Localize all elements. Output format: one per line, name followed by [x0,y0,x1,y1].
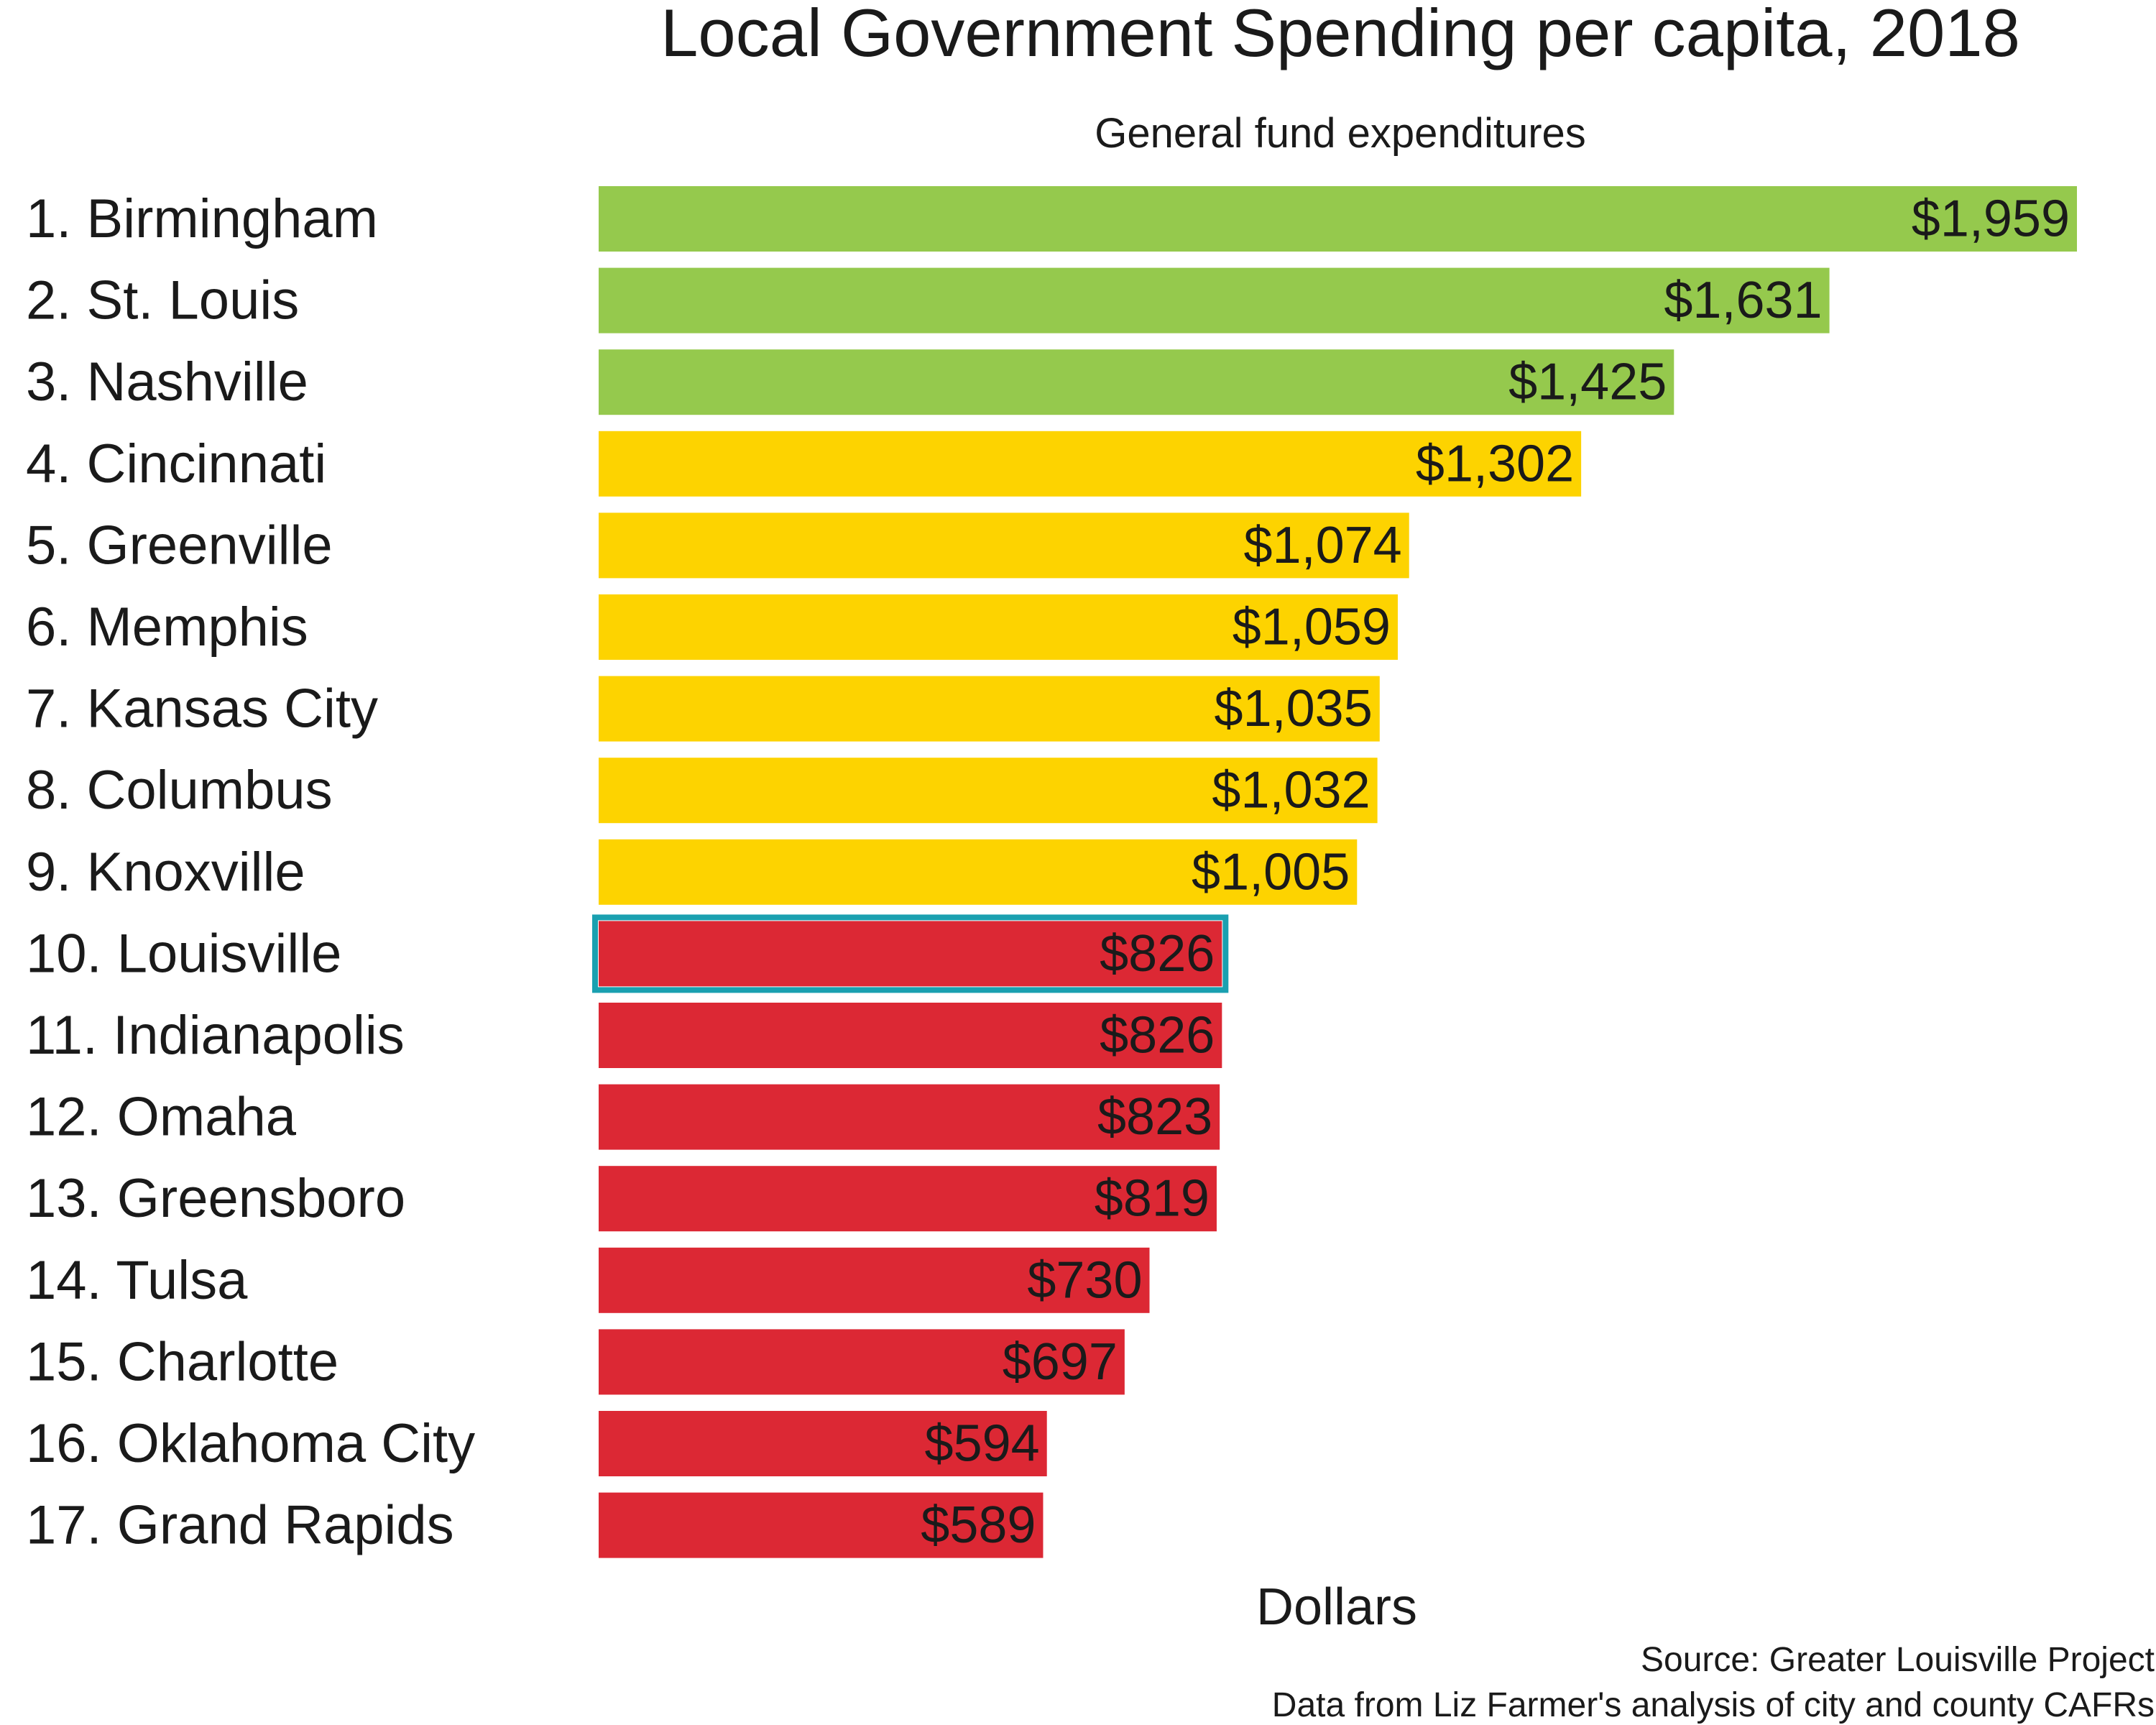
bars-layer: 1. Birmingham $1,959 2. St. Louis $1,631 3. … [26,186,2077,1558]
category-label-1: 1. Birmingham [26,188,378,249]
category-label-3: 3. Nashville [26,351,308,413]
category-label-8: 8. Columbus [26,760,333,821]
value-label-9: $1,005 [1192,843,1350,901]
category-label-17: 17. Grand Rapids [26,1495,454,1556]
bar-13 [599,1166,1217,1232]
value-label-14: $730 [1027,1251,1142,1309]
bar-14 [599,1247,1150,1313]
value-label-8: $1,032 [1212,762,1370,819]
value-label-7: $1,035 [1215,680,1373,737]
bar-17 [599,1492,1044,1558]
bar-5 [599,512,1409,579]
value-label-3: $1,425 [1508,354,1667,411]
source-note: Source: Greater Louisville Project [1641,1641,2155,1679]
category-label-14: 14. Tulsa [26,1250,248,1311]
bar-10 [599,921,1222,987]
category-label-13: 13. Greensboro [26,1168,405,1229]
value-label-6: $1,059 [1233,599,1391,656]
bar-6 [599,594,1398,660]
bar-16 [599,1411,1047,1476]
category-label-10: 10. Louisville [26,923,341,984]
category-label-12: 12. Omaha [26,1087,297,1148]
category-label-11: 11. Indianapolis [26,1005,405,1066]
highlight-box [592,914,1229,993]
category-label-7: 7. Kansas City [26,678,378,740]
value-label-4: $1,302 [1416,435,1574,492]
value-label-11: $826 [1100,1007,1215,1064]
bar-2 [599,267,1830,334]
category-label-9: 9. Knoxville [26,842,305,903]
category-label-15: 15. Charlotte [26,1331,338,1392]
value-label-2: $1,631 [1664,272,1822,329]
category-label-5: 5. Greenville [26,515,333,576]
bar-3 [599,349,1674,415]
category-label-2: 2. St. Louis [26,270,299,331]
x-axis-label: Dollars [1256,1578,1417,1636]
value-label-17: $589 [921,1496,1036,1554]
value-label-10: $826 [1100,925,1215,983]
category-label-16: 16. Oklahoma City [26,1413,475,1474]
bar-1 [599,186,2077,252]
chart-subtitle: General fund expenditures [1095,110,1586,157]
value-label-15: $697 [1003,1333,1118,1391]
bar-8 [599,758,1378,824]
data-credit-note: Data from Liz Farmer's analysis of city … [1272,1686,2155,1724]
bar-7 [599,676,1380,742]
category-label-4: 4. Cincinnati [26,433,326,494]
bar-11 [599,1003,1222,1068]
category-label-6: 6. Memphis [26,597,308,658]
chart-title: Local Government Spending per capita, 20… [660,0,2020,70]
value-label-12: $823 [1097,1088,1212,1146]
bar-4 [599,431,1582,497]
bar-9 [599,839,1358,905]
value-label-13: $819 [1095,1170,1210,1228]
bar-12 [599,1084,1220,1150]
bar-15 [599,1329,1125,1395]
value-label-16: $594 [925,1415,1040,1473]
value-label-1: $1,959 [1912,190,2070,248]
value-label-5: $1,074 [1244,517,1402,574]
